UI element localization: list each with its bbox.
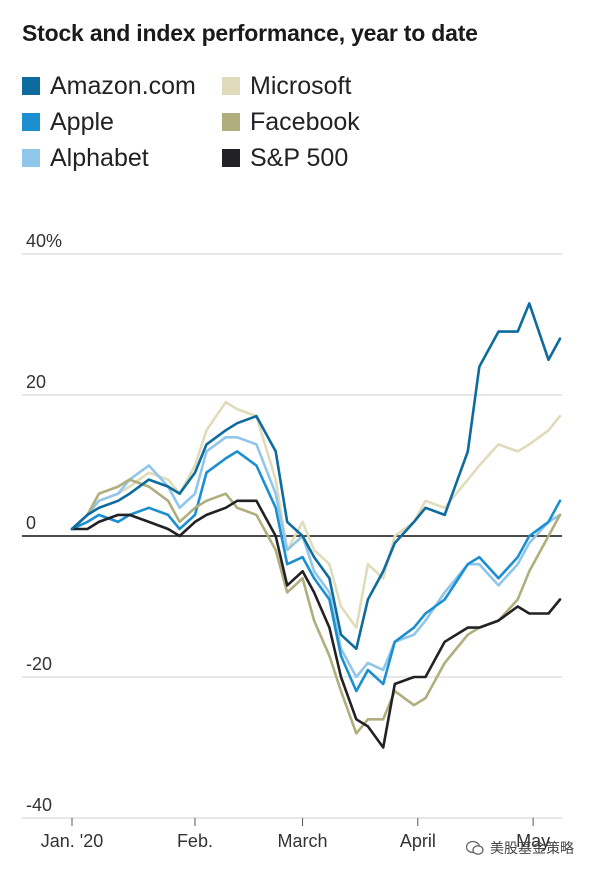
series-line-microsoft (70, 400, 562, 629)
y-tick-label: -20 (26, 654, 52, 674)
x-tick-label: April (400, 831, 436, 851)
legend-item: Apple (22, 106, 114, 138)
chat-bubble-icon (466, 840, 484, 855)
x-tick-label: Jan. '20 (41, 831, 103, 851)
y-tick-label: 40% (26, 231, 62, 251)
legend-item: Microsoft (222, 70, 351, 102)
legend-swatch (22, 77, 40, 95)
legend-swatch (222, 149, 240, 167)
legend-label: S&P 500 (250, 143, 349, 172)
legend-swatch (22, 113, 40, 131)
series-line-facebook (70, 478, 562, 735)
series-lines (70, 302, 562, 749)
gridlines (22, 253, 562, 819)
watermark-text: 美股基金策略 (490, 840, 574, 856)
legend-label: Amazon.com (50, 71, 196, 100)
legend-swatch (222, 77, 240, 95)
x-tick-label: Feb. (177, 831, 213, 851)
legend-item: S&P 500 (222, 142, 348, 174)
legend-swatch (22, 149, 40, 167)
legend-label: Apple (50, 107, 114, 136)
y-tick-label: 20 (26, 372, 46, 392)
legend-label: Facebook (250, 107, 360, 136)
series-line-amazon-com (70, 302, 562, 651)
x-axis: Jan. '20 Feb. March April May (22, 817, 562, 851)
watermark: 美股基金策略 (466, 838, 574, 858)
legend-item: Amazon.com (22, 70, 196, 102)
series-line-alphabet (70, 435, 562, 679)
series-line-s-p-500 (70, 499, 562, 749)
y-tick-label: -40 (26, 795, 52, 815)
legend-item: Alphabet (22, 142, 149, 174)
legend-label: Microsoft (250, 71, 352, 100)
chart-title: Stock and index performance, year to dat… (22, 20, 478, 46)
x-tick-label: May (516, 831, 550, 851)
y-tick-label: 0 (26, 513, 36, 533)
x-tick-label: March (278, 831, 328, 851)
y-axis-labels: 40% 20 0 -20 -40 (26, 231, 62, 815)
series-line-apple (70, 450, 562, 693)
legend: Amazon.com Apple Alphabet Microsoft Facebook… (22, 70, 582, 180)
legend-item: Facebook (222, 106, 360, 138)
legend-swatch (222, 113, 240, 131)
legend-label: Alphabet (50, 143, 149, 172)
